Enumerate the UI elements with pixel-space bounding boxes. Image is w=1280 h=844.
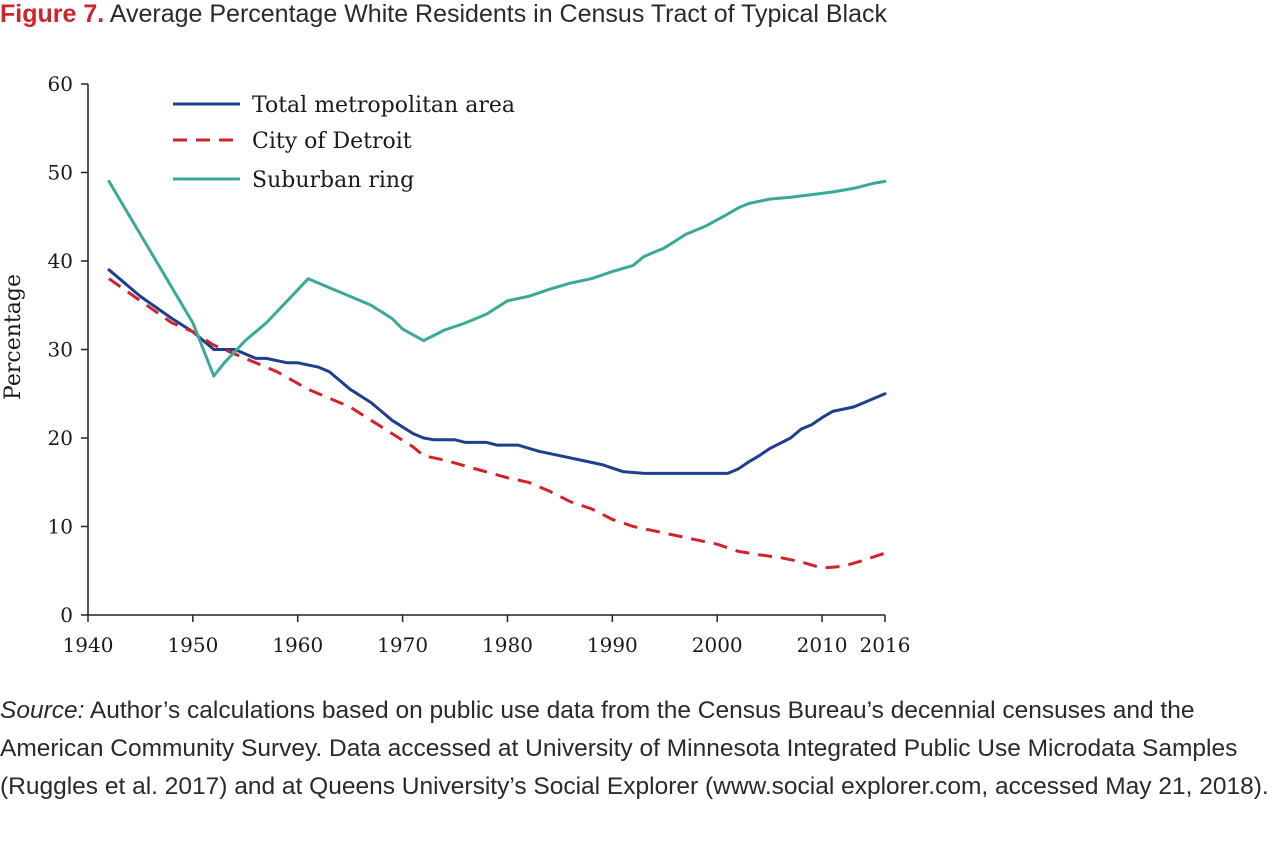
legend-label-1: Total metropolitan area <box>252 93 515 118</box>
x-tick-label: 2000 <box>692 633 743 657</box>
series-line-3 <box>107 179 887 378</box>
y-tick-label: 60 <box>48 72 73 96</box>
y-tick-label: 20 <box>48 426 73 450</box>
y-tick-label: 40 <box>48 249 73 273</box>
legend-label-2: City of Detroit <box>252 129 412 154</box>
x-tick-label: 1940 <box>63 633 114 657</box>
source-text: Author’s calculations based on public us… <box>0 697 1269 800</box>
figure-label: Figure 7. <box>0 0 105 28</box>
legend: Total metropolitan area City of Detroit Su… <box>173 93 515 193</box>
y-tick-label: 0 <box>60 603 73 627</box>
source-label: Source: <box>0 697 85 724</box>
x-tick-label: 1960 <box>272 633 323 657</box>
axes: 0 10 20 30 40 50 60 1940 1950 1960 1970 1980 1990 200… <box>48 72 911 657</box>
line-chart: Percentage 0 10 20 30 40 50 60 1940 1950 1960 1970… <box>1 72 911 657</box>
y-axis-title-group: Percentage <box>1 274 26 400</box>
series-line-2 <box>108 277 886 570</box>
source-note: Source: Author’s calculations based on p… <box>0 692 1280 806</box>
y-tick-label: 30 <box>48 338 73 362</box>
figure-title-text: Average Percentage White Residents in Ce… <box>109 0 888 28</box>
x-tick-label: 1990 <box>587 633 638 657</box>
x-tick-label: 1950 <box>167 633 218 657</box>
y-tick-label: 10 <box>48 515 73 539</box>
legend-label-3: Suburban ring <box>252 168 414 193</box>
series-line-1 <box>107 268 887 475</box>
x-tick-label: 2010 <box>797 633 848 657</box>
x-tick-label: 1970 <box>377 633 428 657</box>
y-axis-title: Percentage <box>1 274 26 400</box>
y-tick-label: 50 <box>48 161 73 185</box>
series-layer <box>107 179 887 570</box>
x-tick-label: 2016 <box>860 633 911 657</box>
figure-title: Figure 7. Average Percentage White Resid… <box>0 0 1280 30</box>
x-tick-label: 1980 <box>482 633 533 657</box>
